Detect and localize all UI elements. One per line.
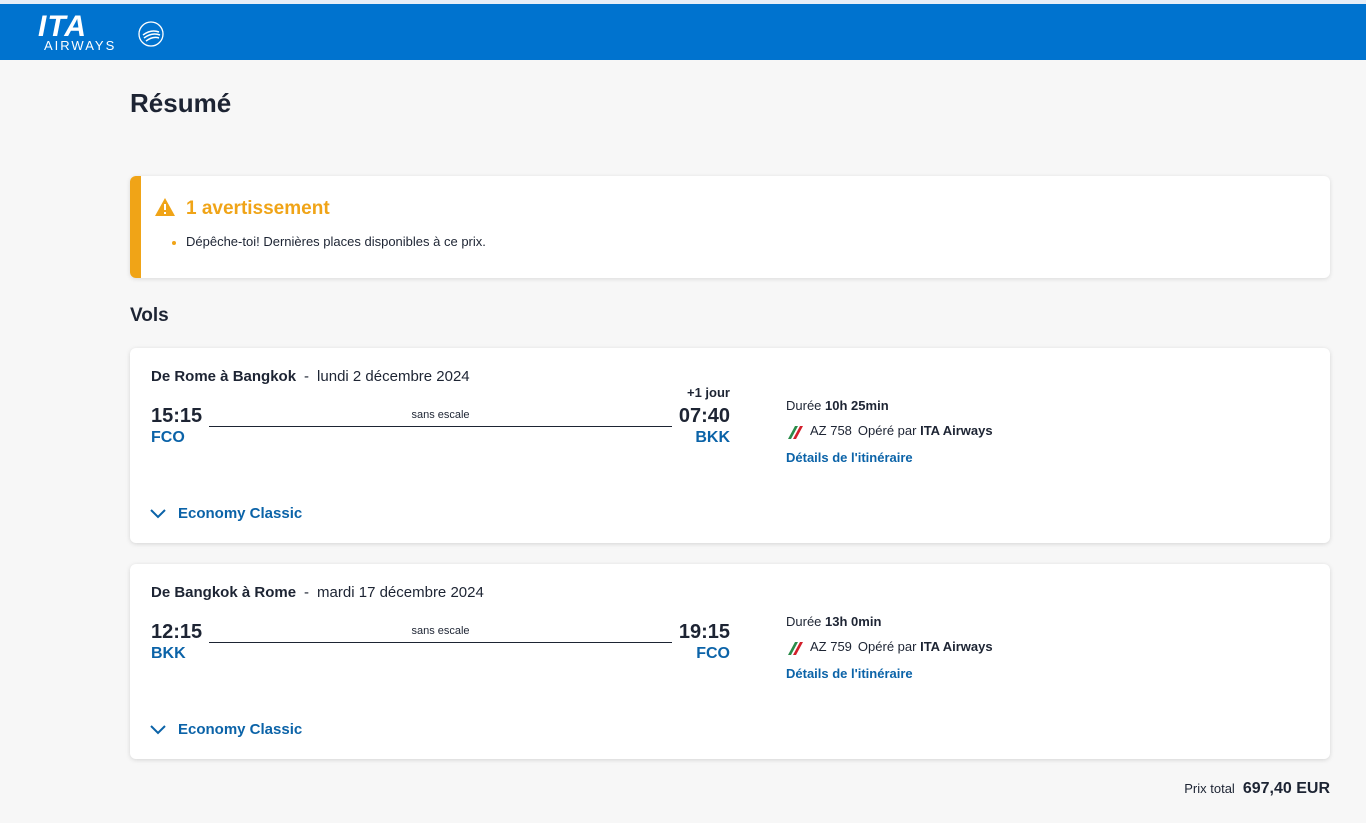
stops-label: sans escale	[411, 409, 470, 421]
ita-tail-icon	[788, 425, 803, 439]
logo-text: ITA	[38, 10, 88, 43]
arrival-airport: BKK	[695, 429, 730, 446]
cabin-class-toggle[interactable]: Economy Classic	[150, 505, 302, 522]
departure-time: 12:15	[151, 621, 203, 643]
flights-section-title: Vols	[130, 305, 169, 326]
route-header: De Rome à Bangkok - lundi 2 décembre 2024	[151, 368, 470, 385]
total-price-amount: 697,40 EUR	[1242, 780, 1330, 797]
skyteam-icon	[138, 21, 164, 47]
arrival-airport: FCO	[696, 645, 730, 662]
flight-info: AZ 758 Opéré par ITA Airways	[786, 423, 993, 441]
itinerary-details-link[interactable]: Détails de l'itinéraire	[786, 450, 913, 465]
total-price-label: Prix total	[1184, 781, 1235, 796]
flight-card-outbound: De Rome à Bangkok - lundi 2 décembre 2024 …	[130, 348, 1330, 543]
flight-card-return: De Bangkok à Rome - mardi 17 décembre 2024…	[130, 564, 1330, 759]
route-header: De Bangkok à Rome - mardi 17 décembre 2024	[151, 584, 484, 601]
warning-accent-bar	[130, 176, 141, 278]
chevron-down-icon	[150, 725, 166, 735]
logo-subtext: AIRWAYS	[44, 38, 117, 53]
duration-label: Durée	[786, 398, 822, 413]
flight-line	[209, 426, 672, 427]
ita-tail-icon	[788, 641, 803, 655]
departure-time: 15:15	[151, 405, 203, 427]
duration-label: Durée	[786, 614, 822, 629]
flight-number: AZ 758	[810, 423, 852, 438]
cabin-class-label: Economy Classic	[178, 505, 303, 522]
chevron-down-icon	[150, 509, 166, 519]
duration: Durée 10h 25min	[786, 398, 889, 413]
bullet-icon	[172, 240, 176, 245]
flight-date: lundi 2 décembre 2024	[317, 368, 470, 385]
flight-number: AZ 759	[810, 639, 852, 654]
itinerary-details-link[interactable]: Détails de l'itinéraire	[786, 666, 913, 681]
duration-value: 10h 25min	[825, 398, 889, 413]
warning-triangle-icon	[155, 198, 175, 216]
operated-by-label: Opéré par	[857, 639, 917, 654]
total-price: Prix total 697,40 EUR	[1184, 780, 1330, 798]
arrival-time: 07:40	[678, 405, 730, 427]
route-separator: -	[304, 368, 310, 385]
warning-item: Dépêche-toi! Dernières places disponible…	[172, 234, 486, 249]
day-offset: +1 jour	[687, 385, 730, 400]
cabin-class-label: Economy Classic	[178, 721, 303, 738]
duration: Durée 13h 0min	[786, 614, 881, 629]
departure-airport: FCO	[151, 429, 185, 446]
warning-box: 1 avertissement Dépêche-toi! Dernières p…	[130, 176, 1330, 278]
departure-airport: BKK	[151, 645, 186, 662]
flight-info: AZ 759 Opéré par ITA Airways	[786, 639, 993, 657]
cabin-class-toggle[interactable]: Economy Classic	[150, 721, 302, 738]
page-title: Résumé	[130, 88, 232, 118]
route-separator: -	[304, 584, 310, 601]
route-name: De Rome à Bangkok	[151, 368, 297, 385]
duration-value: 13h 0min	[825, 614, 882, 629]
flight-date: mardi 17 décembre 2024	[317, 584, 484, 601]
top-bar: ITA AIRWAYS	[0, 0, 1366, 60]
carrier-name: ITA Airways	[920, 639, 993, 654]
operated-by-label: Opéré par	[857, 423, 917, 438]
warning-title: 1 avertissement	[186, 198, 330, 219]
route-name: De Bangkok à Rome	[151, 584, 297, 601]
arrival-time: 19:15	[678, 621, 730, 643]
carrier-name: ITA Airways	[920, 423, 993, 438]
flight-line	[209, 642, 672, 643]
warning-item-text: Dépêche-toi! Dernières places disponible…	[186, 234, 486, 249]
ita-airways-logo[interactable]: ITA AIRWAYS	[38, 12, 178, 56]
stops-label: sans escale	[411, 625, 470, 637]
